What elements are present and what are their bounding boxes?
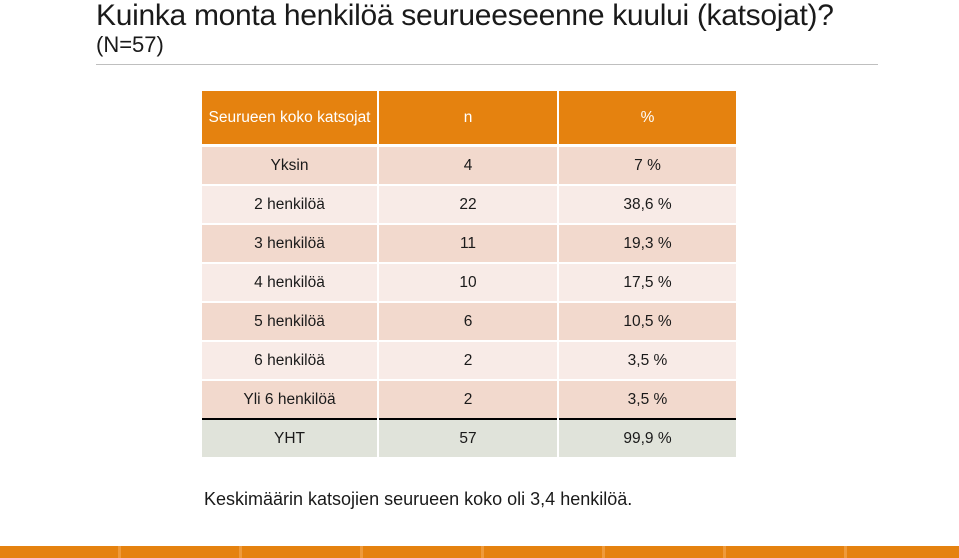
row-n: 4: [377, 144, 558, 185]
row-n: 2: [377, 340, 558, 380]
row-label: 4 henkilöä: [202, 262, 378, 302]
summary-note: Keskimäärin katsojien seurueen koko oli …: [204, 489, 633, 509]
header-n: n: [377, 91, 558, 147]
row-n: 11: [377, 223, 558, 263]
title-divider: [96, 64, 878, 65]
total-percent: 99,9 %: [557, 418, 736, 457]
row-percent: 3,5 %: [557, 379, 736, 419]
row-n: 2: [377, 379, 558, 419]
row-percent: 19,3 %: [557, 223, 736, 263]
row-percent: 10,5 %: [557, 301, 736, 341]
table-row: 3 henkilöä 11 19,3 %: [202, 223, 736, 263]
row-label: Yksin: [202, 144, 378, 185]
row-n: 10: [377, 262, 558, 302]
row-label: 5 henkilöä: [202, 301, 378, 341]
row-label: 6 henkilöä: [202, 340, 378, 380]
row-label: 2 henkilöä: [202, 184, 378, 224]
table-total-row: YHT 57 99,9 %: [202, 418, 736, 457]
table-row: Yksin 4 7 %: [202, 144, 736, 185]
table-row: 4 henkilöä 10 17,5 %: [202, 262, 736, 302]
table-row: Yli 6 henkilöä 2 3,5 %: [202, 379, 736, 419]
slide-subtitle: (N=57): [96, 32, 164, 57]
row-percent: 3,5 %: [557, 340, 736, 380]
table-row: 2 henkilöä 22 38,6 %: [202, 184, 736, 224]
row-percent: 38,6 %: [557, 184, 736, 224]
row-n: 22: [377, 184, 558, 224]
table-row: 5 henkilöä 6 10,5 %: [202, 301, 736, 341]
row-percent: 17,5 %: [557, 262, 736, 302]
group-size-table: Seurueen koko katsojat n % Yksin 4 7 % 2…: [202, 91, 736, 457]
table-header-row: Seurueen koko katsojat n %: [202, 91, 736, 147]
header-percent: %: [557, 91, 736, 147]
table-row: 6 henkilöä 2 3,5 %: [202, 340, 736, 380]
total-label: YHT: [202, 418, 378, 457]
footer-band: [0, 546, 959, 558]
total-n: 57: [377, 418, 558, 457]
row-n: 6: [377, 301, 558, 341]
slide-title: Kuinka monta henkilöä seurueeseenne kuul…: [96, 0, 834, 32]
row-percent: 7 %: [557, 144, 736, 185]
header-group-size: Seurueen koko katsojat: [202, 91, 378, 147]
row-label: Yli 6 henkilöä: [202, 379, 378, 419]
row-label: 3 henkilöä: [202, 223, 378, 263]
